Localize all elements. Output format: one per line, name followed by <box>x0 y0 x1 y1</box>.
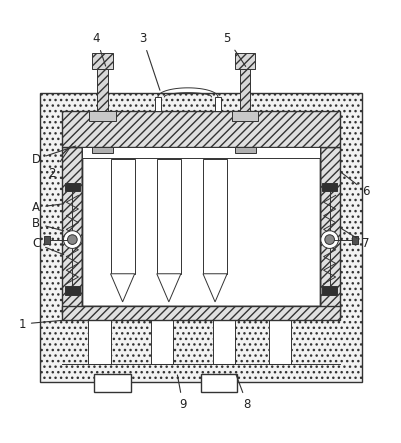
Bar <box>88 320 110 364</box>
Text: D: D <box>32 146 75 166</box>
Text: 1: 1 <box>18 318 63 330</box>
Bar <box>92 53 112 69</box>
Bar <box>214 97 221 111</box>
Polygon shape <box>203 274 227 302</box>
Polygon shape <box>110 274 134 302</box>
Bar <box>150 320 172 364</box>
Bar <box>44 236 50 244</box>
Bar <box>213 320 235 364</box>
Bar <box>97 69 107 111</box>
Text: A: A <box>32 201 63 214</box>
Bar <box>234 147 255 153</box>
Bar <box>154 97 161 111</box>
Bar <box>235 53 255 69</box>
Text: 7: 7 <box>341 229 369 250</box>
Bar <box>65 286 79 295</box>
Circle shape <box>63 231 81 249</box>
Circle shape <box>324 235 334 245</box>
Bar <box>94 374 130 392</box>
Text: 2: 2 <box>49 144 73 180</box>
Text: C: C <box>32 237 64 255</box>
Text: 6: 6 <box>341 173 369 198</box>
Circle shape <box>67 235 77 245</box>
Bar <box>322 286 336 295</box>
Text: 8: 8 <box>235 375 250 411</box>
Bar <box>62 111 339 147</box>
Bar <box>62 147 82 314</box>
Bar <box>232 111 258 121</box>
Bar <box>82 147 319 306</box>
Text: 9: 9 <box>177 375 186 411</box>
Bar <box>203 159 227 274</box>
Bar <box>65 183 79 191</box>
Text: B: B <box>32 217 63 231</box>
Text: 3: 3 <box>139 32 160 90</box>
Bar <box>82 147 319 159</box>
Text: 4: 4 <box>93 32 105 66</box>
Circle shape <box>320 231 338 249</box>
Bar <box>40 93 361 382</box>
Bar <box>322 183 336 191</box>
Bar <box>319 147 339 314</box>
Bar <box>156 159 180 274</box>
Bar <box>269 320 291 364</box>
Bar <box>240 69 249 111</box>
Bar <box>89 111 115 121</box>
Bar <box>110 159 134 274</box>
Bar <box>62 306 339 320</box>
Bar <box>351 236 357 244</box>
Bar <box>92 147 113 153</box>
Bar <box>200 374 237 392</box>
Text: 5: 5 <box>223 32 245 66</box>
Polygon shape <box>156 274 180 302</box>
